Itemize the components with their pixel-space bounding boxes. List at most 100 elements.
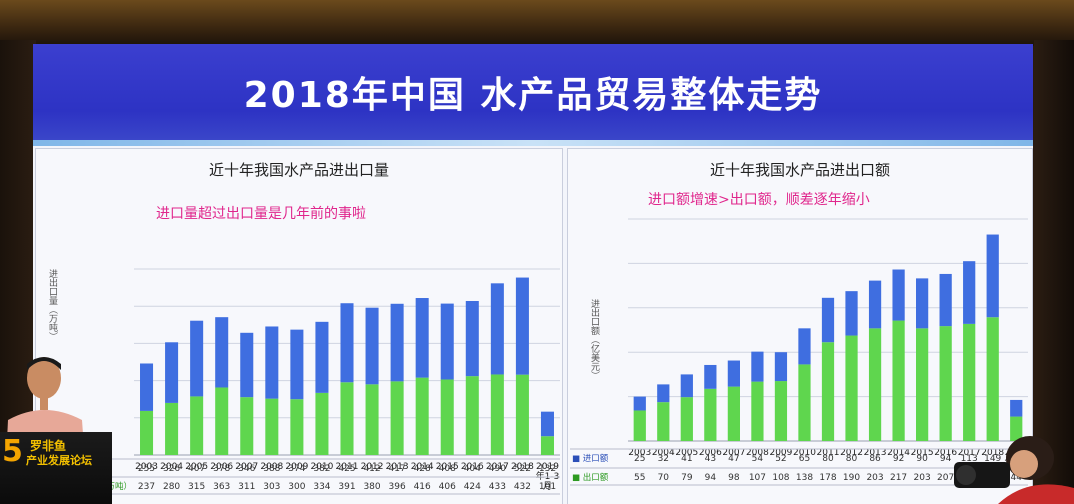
table-cell: 94	[705, 473, 717, 483]
export-bar	[868, 328, 882, 441]
x-tick-label: 2003	[135, 462, 158, 472]
x-tick-label: 2010	[310, 462, 333, 472]
table-cell: 217	[890, 473, 907, 483]
export-bar	[365, 384, 379, 455]
import-bar	[190, 320, 204, 397]
volume-chart-title: 近十年我国水产品进出口量	[208, 161, 389, 179]
table-cell: 490	[489, 464, 506, 474]
x-tick-label: 2012	[840, 448, 863, 458]
export-bar	[939, 326, 952, 441]
x-tick-label: 2005	[185, 462, 208, 472]
table-cell: 86	[869, 454, 881, 464]
table-cell: 522	[514, 464, 531, 474]
table-cell: 41	[681, 454, 692, 464]
import-bar	[986, 234, 999, 318]
import-bar	[821, 297, 835, 343]
export-bar	[215, 387, 229, 455]
table-cell: 396	[389, 482, 406, 492]
import-bar	[265, 326, 279, 399]
import-bar	[515, 277, 529, 375]
x-tick-label: 2005	[675, 448, 698, 458]
export-bar	[190, 396, 204, 455]
import-bar	[916, 278, 929, 329]
export-bar	[680, 397, 693, 441]
podium	[0, 432, 112, 504]
table-cell: 433	[489, 482, 506, 492]
volume-chart-panel: 近十年我国水产品进出口量 进出口量（万吨） 2003 2004 2005 2006 20…	[35, 148, 563, 504]
x-tick-label: 2014	[411, 462, 434, 472]
x-tick-label: 2018	[981, 448, 1004, 458]
value-chart-panel: 近十年我国水产品进出口额 进出口额（亿美元） 2003 2004 2005 2006 2…	[567, 148, 1033, 504]
export-bar	[540, 436, 554, 455]
table-cell: 32	[658, 454, 669, 464]
import-bar	[165, 342, 179, 403]
x-tick-label: 2013	[386, 462, 409, 472]
table-cell: 113	[961, 454, 978, 464]
import-bar	[845, 291, 858, 336]
export-bar	[727, 386, 740, 441]
table-cell: 79	[681, 473, 693, 483]
export-bar	[140, 410, 154, 455]
table-cell: 203	[866, 473, 883, 483]
import-bar	[1010, 399, 1023, 417]
table-cell: 178	[819, 473, 836, 483]
x-tick-label: 2009	[285, 462, 308, 472]
table-cell: 190	[843, 473, 860, 483]
export-bar	[490, 374, 504, 455]
table-cell: 378	[213, 464, 230, 474]
table-cell: 149	[984, 454, 1001, 464]
export-bar	[1010, 416, 1023, 441]
x-tick-label: 2014	[887, 448, 910, 458]
table-cell: 237	[138, 482, 155, 492]
import-bar	[365, 307, 379, 385]
export-bar	[892, 320, 905, 441]
table-cell: 428	[414, 464, 431, 474]
podium-logo-number: 5	[2, 434, 23, 469]
export-bar	[340, 382, 354, 455]
export-bar	[415, 377, 429, 455]
x-tick-label: 2011	[817, 448, 840, 458]
table-cell: 80	[822, 454, 834, 464]
table-row-label: ■ 出口额	[572, 472, 609, 483]
import-bar	[680, 374, 693, 398]
export-bar	[704, 388, 717, 441]
photographer-figure	[954, 436, 1074, 504]
table-cell: 207	[937, 473, 954, 483]
export-bar	[774, 381, 788, 441]
table-cell: 92	[893, 454, 904, 464]
value-chart: 2003 2004 2005 2006 2007 2008 2009 2010 2011 2012…	[570, 218, 1028, 486]
value-chart-title: 近十年我国水产品进出口额	[709, 161, 890, 179]
import-bar	[939, 273, 952, 327]
room-ceiling	[0, 0, 1074, 46]
x-tick-label: 2010	[793, 448, 816, 458]
x-tick-label: 2015	[436, 462, 459, 472]
table-cell: 255	[138, 464, 155, 474]
volume-chart-annotation: 进口量超过出口量是几年前的事啦	[156, 206, 366, 222]
x-tick-label: 2013	[864, 448, 887, 458]
table-cell: 55	[634, 473, 645, 483]
x-tick-label: 2017	[486, 462, 509, 472]
table-cell: 311	[238, 482, 255, 492]
table-cell: 44	[1011, 473, 1023, 483]
table-cell: 326	[163, 464, 180, 474]
import-bar	[140, 363, 154, 411]
import-bar	[774, 352, 788, 382]
value-chart-annotation: 进口额增速>出口额，顺差逐年缩小	[648, 192, 870, 208]
table-cell: 300	[288, 482, 305, 492]
import-bar	[390, 303, 404, 382]
import-bar	[415, 298, 429, 378]
x-tick-label: 2004	[160, 462, 183, 472]
table-cell: 412	[363, 464, 380, 474]
table-cell: 408	[439, 464, 456, 474]
import-bar	[751, 351, 764, 382]
x-tick-label: 2009	[769, 448, 792, 458]
table-cell: 54	[752, 454, 764, 464]
table-cell: 303	[263, 482, 280, 492]
import-bar	[465, 300, 479, 377]
table-cell: 25	[634, 454, 645, 464]
import-bar	[240, 332, 254, 398]
slide-title: 2018年中国 水产品贸易整体走势	[243, 75, 823, 116]
export-bar	[963, 323, 976, 441]
table-cell: 406	[439, 482, 456, 492]
